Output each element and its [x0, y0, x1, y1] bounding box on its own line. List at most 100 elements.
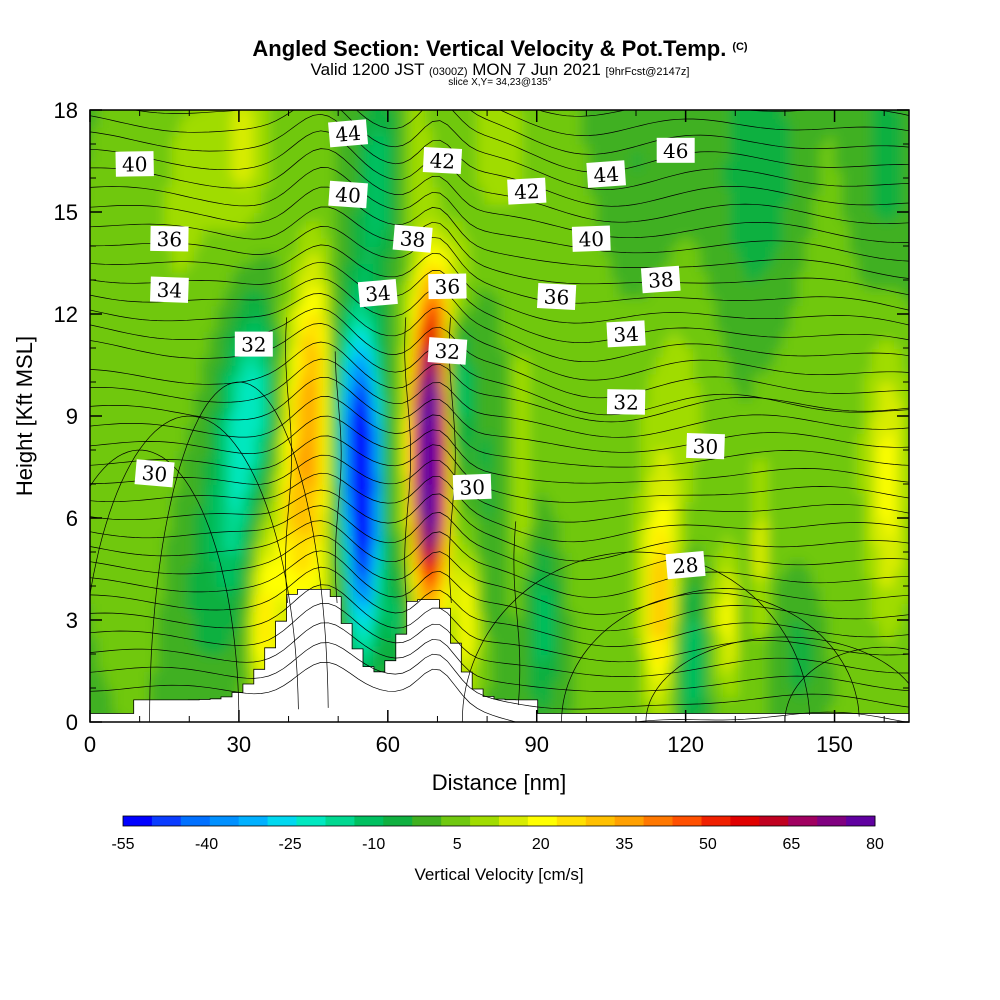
velocity-cell: [343, 297, 352, 307]
velocity-cell: [350, 220, 359, 230]
velocity-cell: [425, 552, 434, 562]
velocity-cell: [127, 390, 136, 400]
velocity-cell: [439, 263, 449, 273]
velocity-cell: [149, 586, 158, 596]
velocity-cell: [119, 407, 128, 417]
velocity-cell: [209, 543, 218, 553]
velocity-cell: [231, 280, 240, 290]
velocity-cell: [276, 348, 285, 358]
velocity-cell: [499, 382, 508, 392]
velocity-cell: [343, 475, 352, 485]
velocity-cell: [253, 526, 262, 536]
velocity-cell: [305, 254, 315, 264]
velocity-cell: [454, 458, 463, 468]
velocity-cell: [194, 169, 203, 179]
velocity-cell: [403, 93, 411, 102]
velocity-cell: [127, 288, 136, 298]
velocity-cell: [387, 594, 396, 604]
velocity-cell: [335, 373, 344, 383]
velocity-cell: [283, 169, 292, 179]
velocity-cell: [179, 390, 188, 400]
velocity-cell: [469, 586, 478, 596]
velocity-cell: [544, 195, 553, 205]
velocity-cell: [380, 331, 389, 341]
velocity-cell: [171, 339, 181, 349]
velocity-cell: [372, 586, 382, 596]
velocity-cell: [104, 305, 114, 315]
velocity-cell: [395, 212, 404, 222]
velocity-cell: [477, 407, 486, 417]
velocity-cell: [224, 467, 233, 477]
velocity-cell: [209, 178, 218, 188]
velocity-cell: [179, 135, 188, 145]
velocity-cell: [119, 399, 128, 409]
velocity-cell: [432, 526, 441, 536]
velocity-cell: [298, 552, 307, 562]
velocity-cell: [350, 152, 359, 162]
velocity-cell: [179, 373, 188, 383]
velocity-cell: [477, 577, 486, 587]
velocity-cell: [484, 110, 493, 120]
velocity-cell: [529, 229, 538, 239]
velocity-cell: [484, 654, 493, 664]
velocity-cell: [365, 220, 374, 230]
velocity-cell: [484, 288, 493, 298]
velocity-cell: [238, 671, 248, 681]
velocity-cell: [104, 433, 114, 443]
velocity-cell: [224, 552, 233, 562]
velocity-cell: [90, 535, 99, 545]
velocity-cell: [157, 110, 166, 120]
velocity-cell: [305, 110, 315, 120]
velocity-cell: [506, 628, 516, 638]
velocity-cell: [499, 543, 508, 553]
velocity-cell: [492, 611, 501, 621]
velocity-cell: [186, 382, 195, 392]
velocity-cell: [536, 552, 545, 562]
velocity-cell: [343, 484, 352, 494]
velocity-cell: [484, 535, 493, 545]
velocity-cell: [358, 637, 367, 647]
velocity-cell: [477, 229, 486, 239]
velocity-cell: [268, 186, 277, 196]
velocity-cell: [492, 450, 501, 460]
velocity-cell: [440, 722, 448, 731]
velocity-cell: [186, 671, 195, 681]
velocity-cell: [402, 288, 411, 298]
velocity-cell: [439, 603, 449, 613]
velocity-cell: [506, 654, 516, 664]
velocity-cell: [253, 662, 262, 672]
velocity-cell: [127, 509, 136, 519]
velocity-cell: [521, 220, 530, 230]
velocity-cell: [283, 178, 292, 188]
velocity-cell: [253, 552, 262, 562]
velocity-cell: [313, 577, 322, 587]
velocity-cell: [544, 458, 553, 468]
velocity-cell: [298, 509, 307, 519]
velocity-cell: [521, 356, 530, 366]
velocity-cell: [291, 271, 300, 281]
velocity-cell: [328, 390, 337, 400]
velocity-cell: [544, 161, 553, 171]
velocity-cell: [544, 492, 553, 502]
velocity-cell: [410, 433, 419, 443]
velocity-cell: [186, 586, 195, 596]
velocity-cell: [134, 441, 143, 451]
velocity-cell: [201, 203, 210, 213]
velocity-cell: [380, 254, 389, 264]
velocity-cell: [119, 322, 128, 332]
velocity-cell: [90, 314, 99, 324]
velocity-cell: [186, 373, 195, 383]
velocity-cell: [499, 594, 508, 604]
velocity-cell: [499, 637, 508, 647]
velocity-cell: [477, 127, 486, 137]
velocity-cell: [201, 322, 210, 332]
velocity-cell: [186, 535, 195, 545]
velocity-cell: [201, 390, 210, 400]
velocity-cell: [216, 679, 225, 689]
velocity-cell: [179, 348, 188, 358]
velocity-cell: [551, 152, 560, 162]
velocity-cell: [164, 577, 173, 587]
velocity-cell: [439, 127, 449, 137]
velocity-cell: [499, 407, 508, 417]
velocity-cell: [551, 161, 560, 171]
